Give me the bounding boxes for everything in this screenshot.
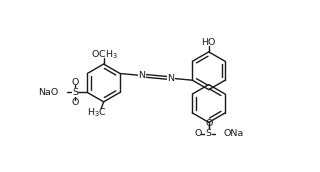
Text: S: S (206, 130, 212, 138)
Text: OCH$_3$: OCH$_3$ (91, 48, 118, 61)
Text: ONa: ONa (224, 130, 244, 138)
Text: O: O (71, 98, 79, 107)
Text: O: O (205, 119, 212, 128)
Text: N: N (167, 74, 174, 83)
Text: O: O (71, 78, 79, 87)
Text: N: N (138, 71, 145, 80)
Text: NaO: NaO (38, 88, 58, 97)
Text: O: O (194, 130, 202, 138)
Text: HO: HO (201, 38, 215, 47)
Text: S: S (72, 88, 78, 97)
Text: H$_3$C: H$_3$C (87, 106, 107, 119)
